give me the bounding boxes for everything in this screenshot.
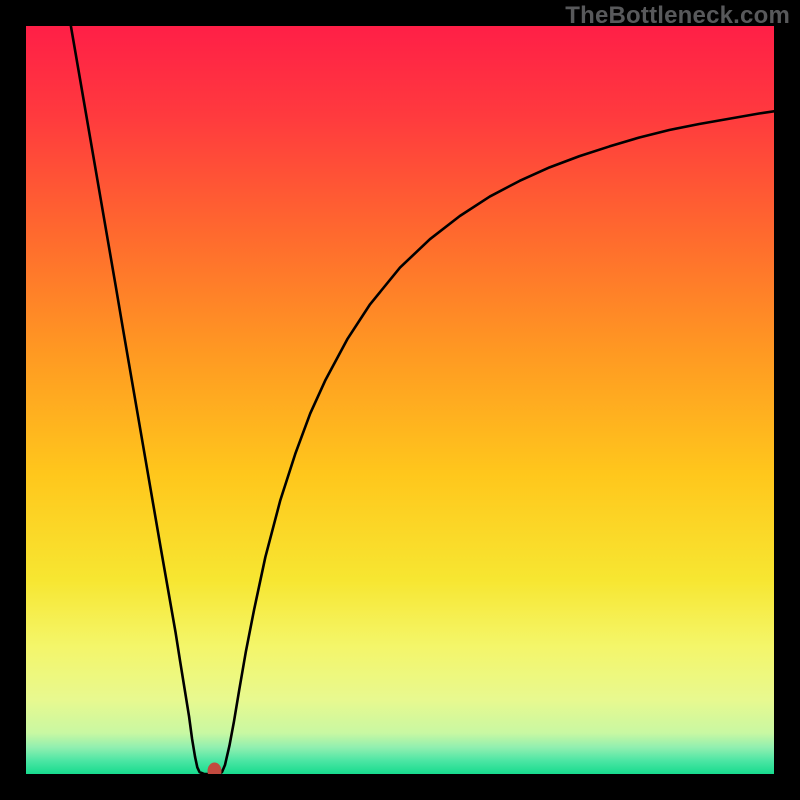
plot-svg [26, 26, 774, 774]
plot-area [26, 26, 774, 774]
chart-frame: TheBottleneck.com [0, 0, 800, 800]
watermark-text: TheBottleneck.com [565, 2, 790, 30]
gradient-background [26, 26, 774, 774]
